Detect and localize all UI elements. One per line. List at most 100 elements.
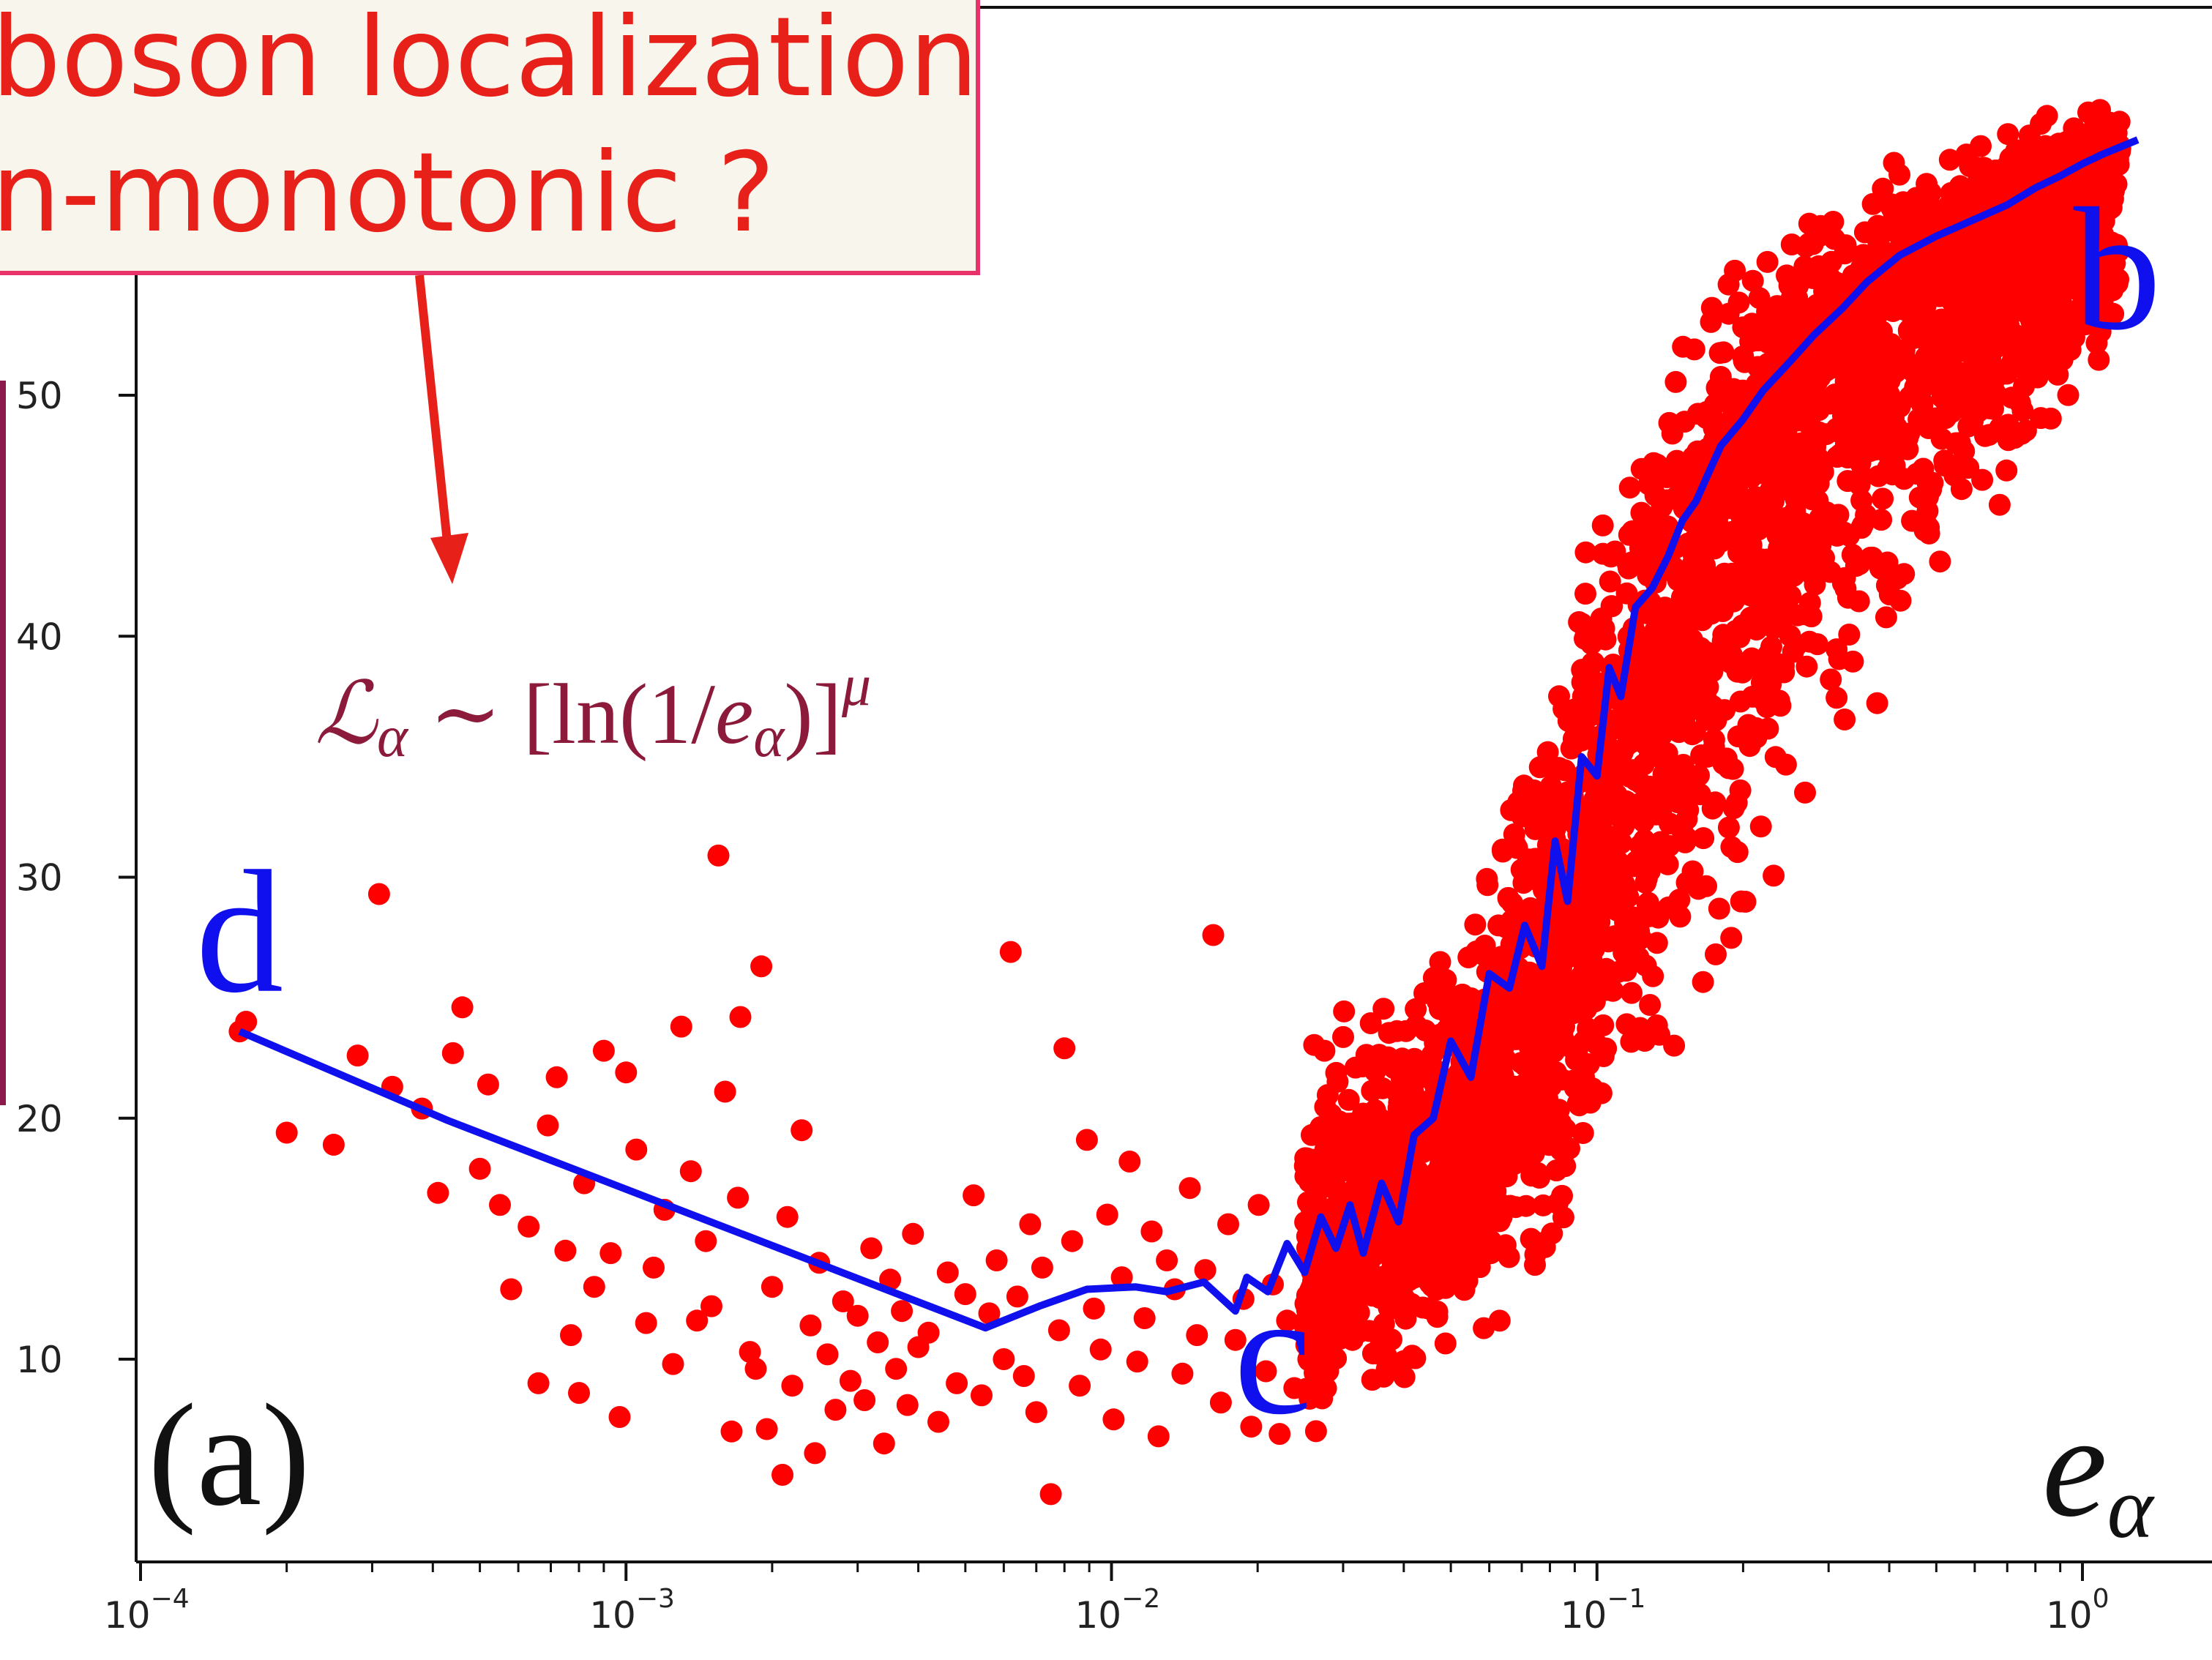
data-point <box>985 1249 1008 1271</box>
cloud-point <box>1328 1133 1350 1156</box>
cloud-point <box>1988 493 2011 516</box>
cloud-point <box>1729 779 1752 801</box>
data-point <box>1217 1213 1239 1235</box>
cloud-point <box>1524 1254 1546 1276</box>
cloud-point <box>1532 976 1555 998</box>
cloud-point <box>1741 269 1764 292</box>
cloud-point <box>1959 264 1982 287</box>
cloud-point <box>1613 941 1635 964</box>
data-point <box>1194 1259 1217 1282</box>
cloud-point <box>1998 326 2020 349</box>
cloud-point <box>1677 532 1700 555</box>
data-point <box>367 883 390 905</box>
cloud-point <box>1337 1088 1360 1111</box>
cloud-point <box>1476 874 1499 897</box>
cloud-point <box>1378 1022 1400 1044</box>
cloud-point <box>1465 1081 1488 1104</box>
data-point <box>1202 924 1225 946</box>
cloud-point <box>1787 274 1809 297</box>
data-point <box>346 1044 369 1067</box>
cloud-point <box>1905 463 1928 485</box>
cloud-point <box>1819 392 1841 415</box>
data-point <box>1283 1377 1306 1399</box>
cloud-point <box>2009 392 2031 414</box>
cloud-point <box>1456 1269 1479 1292</box>
cloud-point <box>1492 992 1514 1015</box>
cloud-point <box>1761 692 1784 714</box>
cloud-point <box>1689 637 1712 659</box>
callout-arrow-head <box>430 533 468 584</box>
cloud-point <box>1525 1097 1548 1120</box>
cloud-point <box>1838 624 1861 646</box>
cloud-point <box>1386 1108 1409 1130</box>
cloud-point <box>1391 1061 1413 1083</box>
cloud-point <box>1487 1012 1509 1034</box>
cloud-point <box>1872 487 1894 510</box>
cloud-point <box>1332 1025 1354 1048</box>
cloud-point <box>1462 1130 1484 1153</box>
data-point <box>860 1237 883 1260</box>
cloud-point <box>1572 1122 1594 1144</box>
data-point <box>592 1039 615 1062</box>
cloud-point <box>1747 518 1770 541</box>
cloud-point <box>1704 791 1727 814</box>
data-point <box>853 1389 876 1411</box>
cloud-point <box>1687 696 1710 719</box>
cloud-point <box>1871 375 1894 397</box>
cloud-point <box>1639 994 1662 1016</box>
cloud-point <box>1350 1172 1372 1194</box>
cloud-point <box>1394 1289 1416 1312</box>
average-line <box>238 136 2140 1332</box>
data-point <box>873 1432 895 1455</box>
cloud-point <box>1410 1199 1433 1222</box>
cloud-point <box>1705 576 1728 599</box>
cloud-point <box>1439 1121 1462 1143</box>
cloud-point <box>1401 1345 1424 1367</box>
cloud-point <box>2085 332 2108 354</box>
cloud-point <box>1484 1098 1507 1121</box>
formula-annotation: ℒα ∼ [ln(1/eα)]μ <box>315 654 871 769</box>
cloud-point <box>1614 736 1637 758</box>
data-point <box>744 1358 767 1380</box>
data-point <box>686 1309 709 1332</box>
cloud-point <box>1669 905 1692 928</box>
formula-power: μ <box>841 654 871 718</box>
cloud-point <box>1727 291 1750 314</box>
cloud-point <box>1664 370 1687 393</box>
callout-arrow <box>415 274 468 584</box>
cloud-point <box>1763 864 1785 887</box>
cloud-point <box>1639 736 1662 758</box>
cloud-point <box>1629 927 1652 950</box>
cloud-point <box>1375 1358 1398 1380</box>
cloud-point <box>2023 313 2046 335</box>
data-point <box>727 1186 750 1209</box>
cloud-point <box>1722 758 1744 780</box>
cloud-point <box>1749 317 1771 340</box>
cloud-point <box>1304 1292 1327 1315</box>
cloud-point <box>1530 801 1552 823</box>
point-label-b: b <box>2074 171 2161 366</box>
data-point <box>946 1372 968 1394</box>
cloud-point <box>1738 735 1761 758</box>
cloud-point <box>1304 1420 1327 1443</box>
cloud-point <box>1876 551 1899 574</box>
cloud-point <box>1620 760 1643 782</box>
cloud-point <box>2078 283 2101 306</box>
cloud-point <box>1809 366 1831 389</box>
data-point <box>714 1080 736 1103</box>
cloud-point <box>1664 603 1687 626</box>
cloud-point <box>1794 781 1816 804</box>
x-axis-label: eα <box>2042 1386 2155 1556</box>
cloud-point <box>1615 582 1638 605</box>
cloud-point <box>1760 448 1782 471</box>
cloud-point <box>1708 897 1730 920</box>
cloud-point <box>1795 236 1817 258</box>
data-point <box>776 1205 799 1228</box>
point-labels: d c b <box>195 171 2161 1451</box>
cloud-point <box>1399 1216 1421 1239</box>
cloud-point <box>1615 790 1637 812</box>
cloud-point <box>1434 1156 1457 1179</box>
cloud-point <box>1372 1312 1395 1335</box>
data-point <box>235 1011 258 1033</box>
